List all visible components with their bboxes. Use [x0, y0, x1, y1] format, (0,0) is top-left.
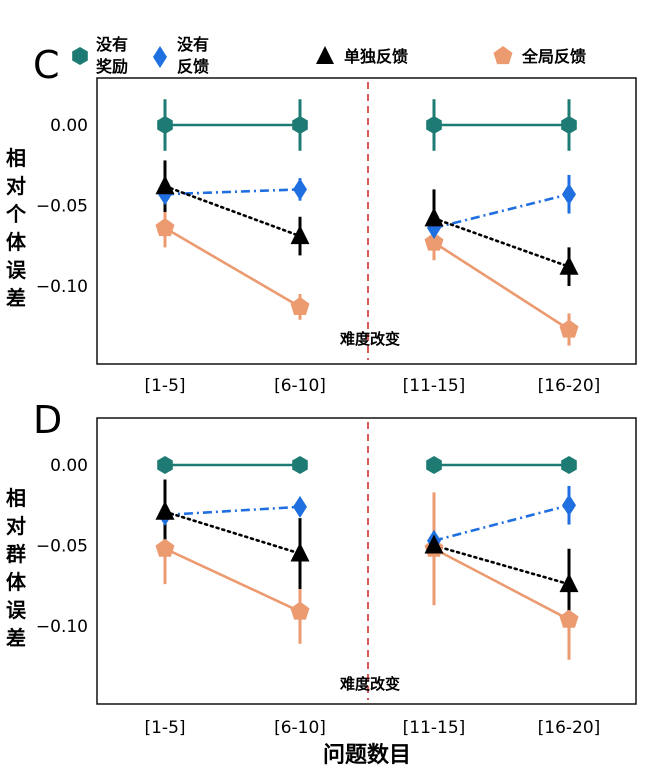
- y-axis-title-char: 体: [6, 230, 27, 254]
- legend-no-feedback-line1: 没有: [177, 35, 209, 54]
- plot-frame: [96, 417, 637, 705]
- series-line-no_feedback: [433, 503, 570, 542]
- panel-label: C: [33, 43, 60, 87]
- y-tick-label: 0.00: [50, 456, 88, 476]
- data-point-global: [559, 319, 579, 338]
- y-tick-label: −0.05: [36, 197, 88, 217]
- data-point-no_feedback: [293, 178, 307, 201]
- x-tick-label: [11-15]: [403, 376, 466, 396]
- y-axis-title-char: 误: [6, 598, 27, 622]
- data-point-no_reward: [426, 456, 442, 474]
- y-axis-title-char: 个: [5, 202, 27, 226]
- data-point-no_feedback: [562, 494, 576, 517]
- data-point-global: [424, 232, 444, 251]
- x-tick-label: [1-5]: [144, 376, 185, 396]
- x-tick-label: [1-5]: [144, 718, 185, 738]
- data-point-individual: [424, 207, 444, 227]
- data-point-no_reward: [157, 116, 173, 134]
- y-tick-label: 0.00: [50, 116, 88, 136]
- y-axis-title-char: 体: [6, 570, 27, 594]
- data-point-no_reward: [157, 456, 173, 474]
- y-axis-title-char: 对: [6, 514, 26, 538]
- series-line-no_feedback: [433, 192, 570, 230]
- legend-triangle-marker: [316, 46, 334, 64]
- y-axis-title-char: 误: [6, 258, 27, 282]
- data-point-no_reward: [292, 116, 308, 134]
- legend-diamond-marker: [153, 46, 167, 68]
- data-point-no_feedback: [562, 183, 576, 206]
- data-point-no_reward: [561, 116, 577, 134]
- x-axis-title: 问题数目: [323, 742, 411, 768]
- y-axis-title-char: 相: [6, 486, 26, 510]
- series-line-individual: [163, 510, 302, 555]
- data-point-individual: [155, 175, 175, 195]
- x-tick-label: [11-15]: [403, 718, 466, 738]
- y-axis-title-char: 群: [5, 542, 26, 566]
- x-tick-label: [16-20]: [538, 376, 601, 396]
- y-axis-title-char: 对: [6, 174, 26, 198]
- legend-no-reward-line1: 没有: [96, 35, 128, 54]
- y-axis-title-char: 差: [6, 626, 26, 650]
- data-point-global: [290, 601, 310, 620]
- series-line-no_feedback: [164, 188, 301, 196]
- y-axis-title-char: 相: [6, 146, 26, 170]
- legend: 没有 奖励 没有 反馈 单独反馈 全局反馈: [72, 35, 586, 76]
- data-point-no_reward: [426, 116, 442, 134]
- series-line-global: [164, 226, 301, 309]
- x-tick-label: [6-10]: [274, 376, 326, 396]
- series-line-no_feedback: [164, 505, 301, 517]
- plot-frame: [96, 77, 637, 365]
- legend-no-feedback-line2: 反馈: [177, 57, 209, 76]
- difficulty-change-annotation: 难度改变: [339, 675, 400, 693]
- series-line-individual: [163, 184, 302, 238]
- legend-no-reward-line2: 奖励: [96, 57, 128, 76]
- series-line-global: [433, 241, 570, 331]
- y-tick-label: −0.10: [36, 617, 88, 637]
- series-line-global: [164, 547, 301, 613]
- data-point-global: [155, 218, 175, 237]
- data-point-no_reward: [292, 456, 308, 474]
- series-line-individual: [432, 544, 571, 586]
- data-point-individual: [559, 255, 579, 275]
- panel-label: D: [33, 398, 62, 442]
- data-point-individual: [290, 225, 310, 245]
- series-line-global: [433, 547, 570, 621]
- y-tick-label: −0.10: [36, 277, 88, 297]
- data-point-individual: [155, 500, 175, 520]
- difficulty-change-annotation: 难度改变: [339, 330, 400, 348]
- data-point-no_reward: [561, 456, 577, 474]
- legend-individual-label: 单独反馈: [344, 47, 408, 66]
- x-tick-label: [16-20]: [538, 718, 601, 738]
- data-point-global: [290, 296, 310, 315]
- data-point-individual: [424, 534, 444, 554]
- legend-global-label: 全局反馈: [521, 47, 586, 66]
- data-point-individual: [559, 573, 579, 593]
- data-point-individual: [290, 542, 310, 562]
- x-tick-label: [6-10]: [274, 718, 326, 738]
- data-point-global: [155, 538, 175, 557]
- y-axis-title-char: 差: [6, 286, 26, 310]
- legend-pentagon-marker: [493, 46, 513, 65]
- data-point-global: [559, 609, 579, 628]
- y-tick-label: −0.05: [36, 537, 88, 557]
- legend-hexagon-marker: [72, 47, 88, 65]
- data-point-no_feedback: [293, 495, 307, 518]
- series-line-individual: [432, 217, 571, 268]
